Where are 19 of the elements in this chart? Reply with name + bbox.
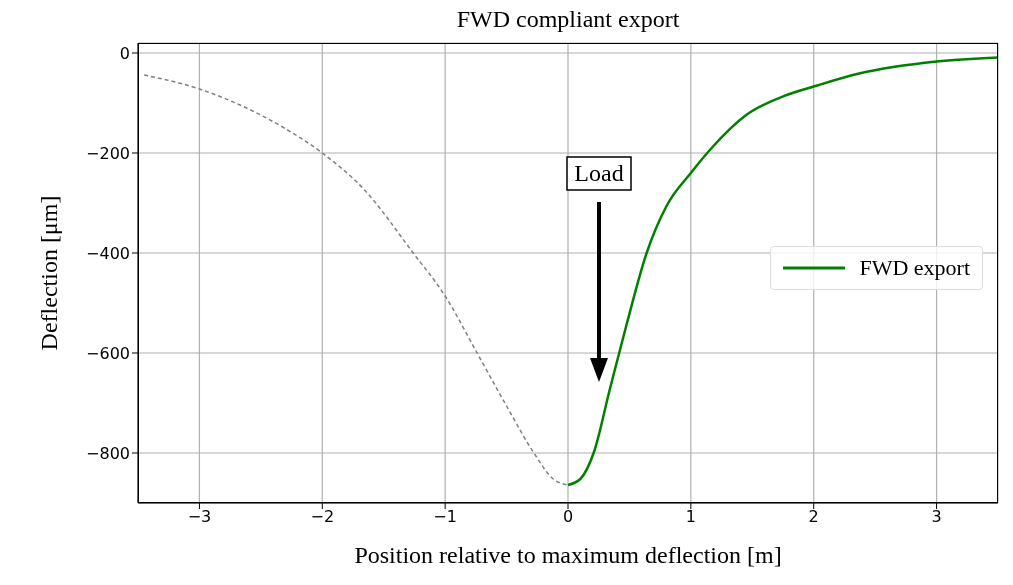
x-axis-title: Position relative to maximum deflection [m] xyxy=(354,542,782,568)
x-tick-label: 3 xyxy=(931,507,942,527)
y-tick-label: −400 xyxy=(86,243,130,263)
y-tick-label: 0 xyxy=(119,43,130,63)
annotation: Load xyxy=(574,160,624,186)
line-series xyxy=(566,56,998,487)
x-tick-label: 1 xyxy=(685,507,696,527)
y-tick-label: −200 xyxy=(86,143,130,163)
x-tick-label: 2 xyxy=(808,507,819,527)
y-axis-title: Deflection [μm] xyxy=(35,195,62,351)
chart-title: FWD compliant export xyxy=(455,6,681,33)
x-tick-label: −2 xyxy=(310,507,335,527)
x-tick-label: 0 xyxy=(562,507,574,527)
y-tick-label: −800 xyxy=(86,443,130,463)
legend-label: FWD export xyxy=(859,255,970,281)
x-tick-label: −3 xyxy=(187,507,212,527)
line-series xyxy=(143,74,569,486)
y-tick-label: −600 xyxy=(86,343,130,363)
x-tick-label: −1 xyxy=(433,507,457,527)
